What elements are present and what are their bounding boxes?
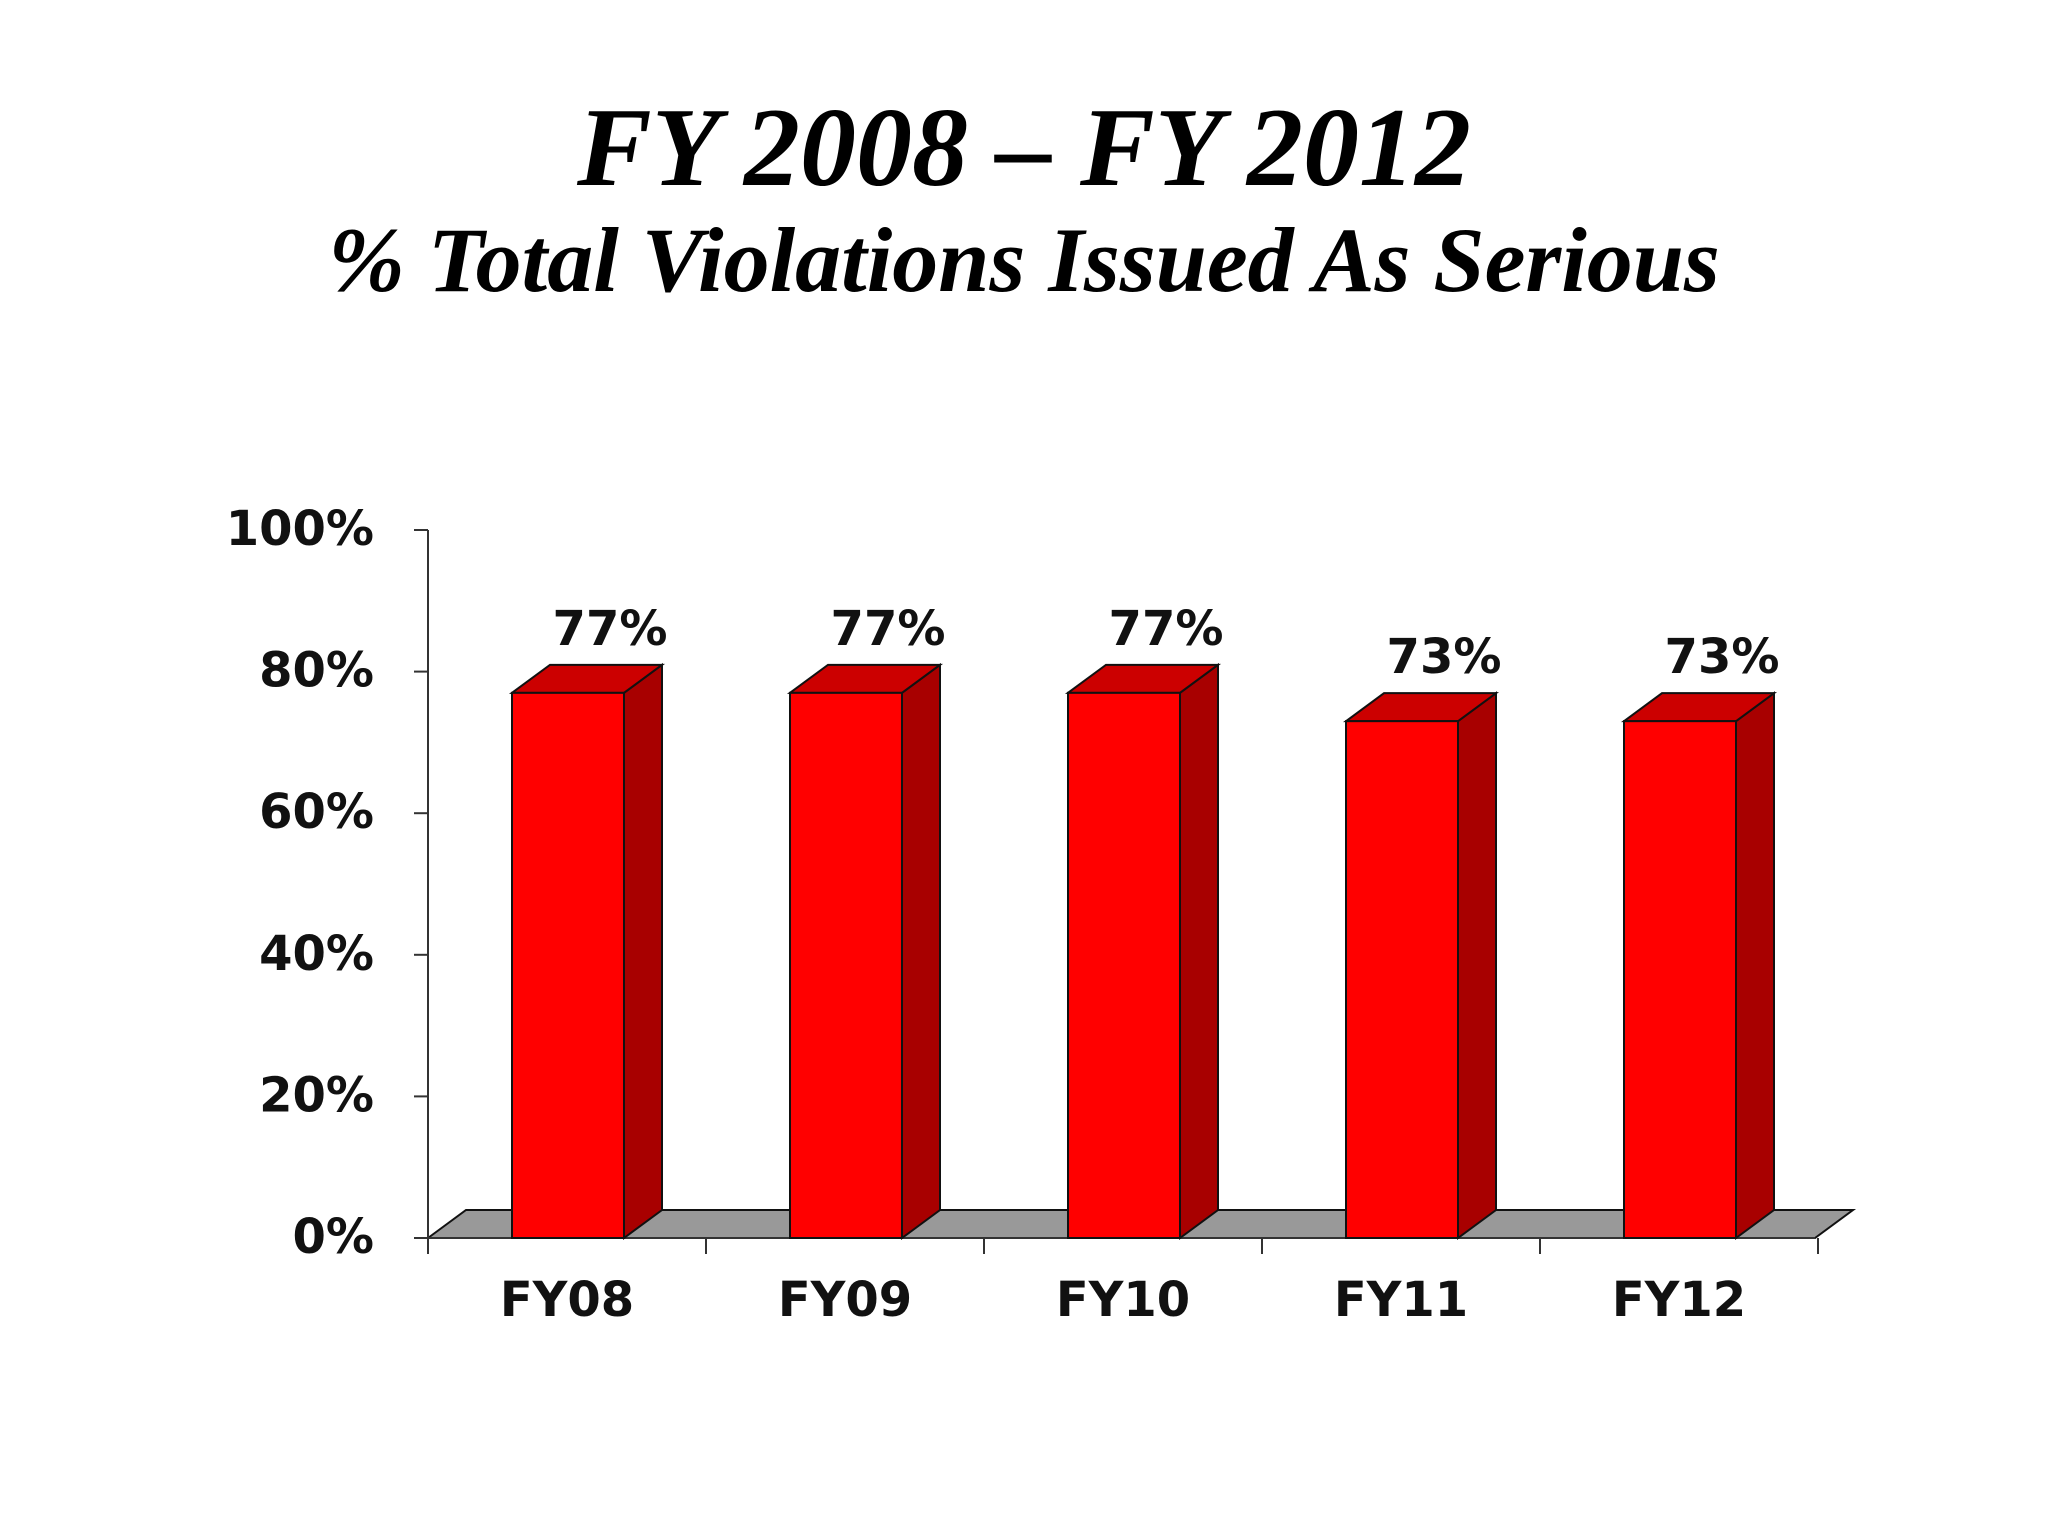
y-tick-label: 40%: [259, 926, 374, 982]
chart-bar-layer: [508, 662, 1778, 1240]
bar-fy10: [1064, 662, 1222, 1240]
data-label: 77%: [1109, 601, 1224, 657]
bar-front-face: [511, 691, 625, 1239]
x-category-label: FY08: [500, 1272, 634, 1328]
slide-title: FY 2008 – FY 2012: [577, 86, 1471, 210]
x-category-label: FY10: [1056, 1272, 1190, 1328]
bar-front-face: [789, 691, 903, 1239]
bar-fy11: [1342, 691, 1500, 1240]
y-tick-label: 0%: [293, 1209, 375, 1265]
bar-side-face: [901, 662, 941, 1240]
bar-side-face: [623, 662, 663, 1240]
bar-front-face: [1345, 720, 1459, 1239]
x-category-label: FY09: [778, 1272, 912, 1328]
y-tick-label: 80%: [259, 643, 374, 699]
x-category-label: FY12: [1612, 1272, 1746, 1328]
bar-side-face: [1735, 691, 1775, 1240]
bar-side-face: [1179, 662, 1219, 1240]
bar-fy08: [508, 662, 666, 1240]
y-tick-label: 60%: [259, 784, 374, 840]
bar-front-face: [1067, 691, 1181, 1239]
y-tick-label: 20%: [259, 1067, 374, 1123]
chart-label-layer: 0% 20% 40% 60% 80% 100% 77% FY08 77% FY09 77% FY10 7…: [226, 501, 1780, 1328]
y-tick-label: 100%: [226, 501, 374, 557]
data-label: 77%: [831, 601, 946, 657]
data-label: 77%: [553, 601, 668, 657]
bar-fy09: [786, 662, 944, 1240]
bar-fy12: [1620, 691, 1778, 1240]
x-category-label: FY11: [1334, 1272, 1468, 1328]
data-label: 73%: [1665, 629, 1780, 685]
bar-front-face: [1623, 720, 1737, 1239]
data-label: 73%: [1387, 629, 1502, 685]
slide-subtitle: % Total Violations Issued As Serious: [328, 209, 1720, 311]
bar-side-face: [1457, 691, 1497, 1240]
